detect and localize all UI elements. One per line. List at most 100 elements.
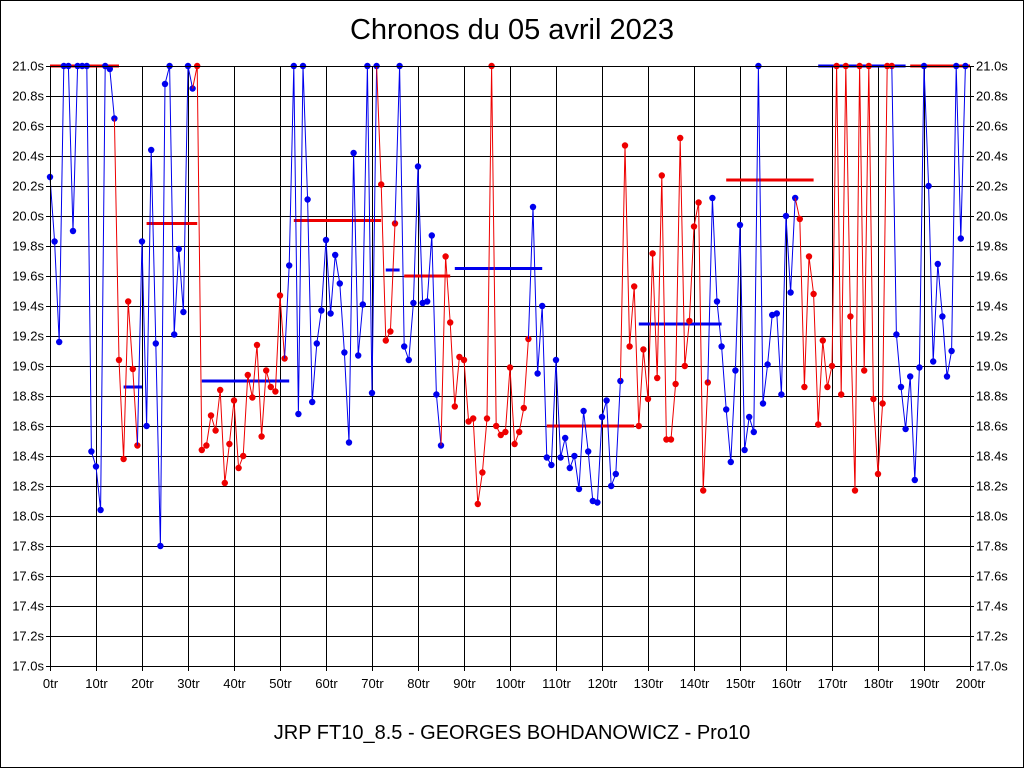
data-point — [355, 352, 362, 359]
x-tick-label: 170tr — [818, 676, 848, 691]
data-point — [138, 238, 146, 245]
data-point — [56, 338, 63, 346]
data-point — [451, 403, 458, 410]
data-point — [897, 383, 905, 391]
data-point — [861, 367, 868, 374]
y-tick-label-right: 17.8s — [976, 539, 1008, 554]
data-point — [566, 464, 573, 472]
data-point — [221, 479, 228, 487]
x-tick-label: 150tr — [726, 676, 756, 691]
data-point — [235, 464, 242, 472]
data-point — [539, 302, 546, 310]
data-point — [304, 196, 311, 203]
data-point — [824, 383, 831, 391]
data-point — [460, 356, 468, 364]
y-tick-label: 18.6s — [12, 419, 44, 434]
data-point — [230, 397, 238, 404]
data-point — [916, 364, 923, 371]
data-point — [207, 412, 215, 419]
data-point — [92, 463, 100, 470]
x-tick-label: 160tr — [772, 676, 802, 691]
data-point — [405, 356, 412, 364]
data-point — [97, 506, 104, 514]
data-point — [313, 340, 320, 347]
data-point — [332, 251, 339, 259]
data-point — [709, 194, 716, 202]
data-point — [157, 542, 164, 550]
data-point — [677, 134, 684, 142]
data-point — [350, 149, 357, 157]
y-tick-label: 18.2s — [12, 479, 44, 494]
data-point — [152, 340, 159, 347]
data-point — [106, 65, 114, 73]
y-tick-label-right: 20.2s — [976, 179, 1008, 194]
data-point — [534, 370, 541, 377]
data-point — [805, 253, 813, 260]
y-tick-label-right: 20.4s — [976, 149, 1008, 164]
data-point — [571, 452, 578, 460]
data-point — [161, 80, 169, 88]
data-point — [819, 337, 826, 344]
data-point — [322, 236, 330, 244]
series — [46, 62, 969, 550]
series-blue — [527, 203, 624, 506]
data-point — [810, 290, 817, 298]
y-tick-label: 20.6s — [12, 119, 44, 134]
data-point — [493, 422, 500, 430]
data-point — [667, 436, 675, 443]
data-point — [612, 470, 619, 478]
data-point — [847, 313, 854, 320]
grid — [50, 66, 971, 667]
x-tick-label: 60tr — [315, 676, 338, 691]
x-tick-label: 110tr — [542, 676, 571, 691]
data-point — [838, 391, 845, 398]
y-tick-label-right: 18.8s — [976, 389, 1008, 404]
x-tick-label: 0tr — [43, 676, 59, 691]
series-blue — [394, 62, 445, 449]
data-point — [276, 292, 284, 299]
y-tick-label-right: 17.0s — [976, 659, 1008, 674]
y-tick-label-right: 17.6s — [976, 569, 1008, 584]
data-point — [764, 361, 771, 368]
data-point — [782, 212, 790, 220]
series-blue — [46, 62, 118, 514]
data-point — [801, 383, 808, 391]
data-point — [635, 422, 642, 430]
series-blue — [891, 62, 969, 484]
series-line — [440, 65, 529, 505]
series-line — [376, 65, 396, 341]
data-point — [631, 283, 638, 290]
y-tick-label-right: 17.2s — [976, 629, 1008, 644]
series-blue — [284, 62, 380, 446]
data-point — [263, 367, 270, 374]
data-point — [171, 331, 178, 338]
data-point — [649, 250, 656, 257]
series-line — [619, 137, 709, 491]
data-point — [198, 446, 205, 454]
data-point — [226, 440, 233, 448]
series-line — [707, 65, 796, 463]
y-tick-label-right: 17.4s — [976, 599, 1008, 614]
data-point — [943, 373, 951, 380]
data-point — [318, 307, 325, 314]
data-point — [654, 374, 661, 382]
x-tick-label: 180tr — [864, 676, 894, 691]
data-point — [893, 331, 900, 338]
y-tick-label-right: 19.2s — [976, 329, 1008, 344]
data-point — [594, 499, 601, 506]
plot-border — [50, 66, 971, 667]
data-point — [474, 500, 481, 508]
data-point — [175, 245, 182, 253]
data-point — [253, 341, 261, 349]
x-tick-label: 200tr — [956, 676, 986, 691]
series-red — [794, 62, 895, 494]
series-line — [891, 65, 966, 481]
data-point — [267, 383, 274, 391]
data-point — [603, 397, 610, 404]
y-tick-label: 18.4s — [12, 449, 44, 464]
data-point — [930, 358, 937, 365]
data-point — [911, 476, 918, 484]
data-point — [557, 454, 564, 461]
x-tick-label: 140tr — [680, 676, 710, 691]
y-tick-label-right: 19.4s — [976, 299, 1008, 314]
